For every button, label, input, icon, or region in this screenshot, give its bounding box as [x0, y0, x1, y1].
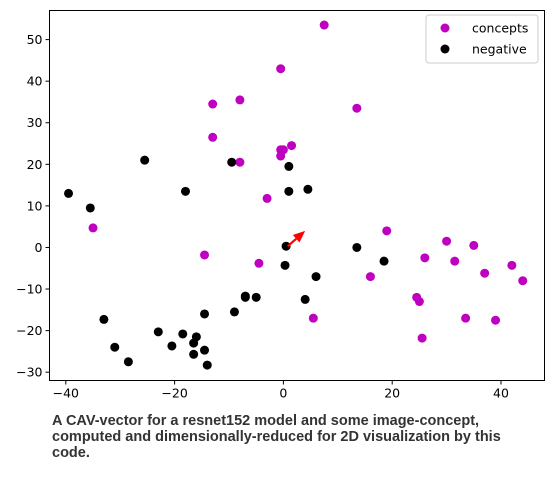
- point-concepts: [308, 313, 318, 323]
- point-negative: [200, 345, 210, 355]
- point-negative: [189, 338, 199, 348]
- point-negative: [284, 161, 294, 171]
- point-negative: [300, 294, 310, 304]
- point-concepts: [518, 276, 528, 286]
- y-tick-label: 40: [27, 74, 43, 89]
- y-tick-label: −30: [16, 365, 42, 380]
- x-tick-label: 40: [493, 386, 509, 401]
- point-concepts: [417, 333, 427, 343]
- point-negative: [99, 314, 109, 324]
- point-concepts: [469, 240, 479, 250]
- point-concepts: [235, 95, 245, 105]
- vector-shaft: [287, 237, 297, 248]
- x-tick-label: −40: [53, 386, 79, 401]
- x-tick-label: 20: [384, 386, 400, 401]
- caption-line-3: code.: [52, 445, 90, 461]
- point-concepts: [365, 272, 375, 282]
- point-concepts: [414, 297, 424, 307]
- point-negative: [123, 357, 133, 367]
- x-axis-ticks: −40 −20 0 20 40: [53, 380, 509, 401]
- point-negative: [110, 342, 120, 352]
- point-concepts: [208, 132, 218, 142]
- point-concepts: [208, 99, 218, 109]
- point-concepts: [507, 260, 517, 270]
- point-negative: [379, 256, 389, 266]
- cav-vector-arrow: [287, 230, 306, 248]
- legend-marker-concepts: [440, 23, 450, 33]
- y-tick-label: −10: [16, 282, 42, 297]
- y-tick-label: −20: [16, 323, 42, 338]
- legend-label-concepts: concepts: [472, 21, 528, 36]
- point-concepts: [254, 258, 264, 268]
- point-concepts: [200, 250, 210, 260]
- point-negative: [352, 242, 362, 252]
- point-negative: [178, 329, 188, 339]
- point-concepts: [235, 157, 245, 167]
- point-negative: [140, 155, 150, 165]
- point-concepts: [276, 151, 286, 161]
- point-negative: [200, 309, 210, 319]
- point-negative: [227, 157, 237, 167]
- point-negative: [202, 360, 212, 370]
- legend-marker-negative: [440, 44, 450, 54]
- point-concepts: [420, 253, 430, 263]
- point-negative: [229, 307, 239, 317]
- point-concepts: [352, 103, 362, 113]
- y-tick-label: 30: [27, 115, 43, 130]
- point-concepts: [450, 256, 460, 266]
- point-concepts: [461, 313, 471, 323]
- point-negative: [281, 241, 291, 251]
- caption-line-2: computed and dimensionally-reduced for 2…: [52, 429, 501, 445]
- point-negative: [280, 260, 290, 270]
- point-negative: [189, 349, 199, 359]
- data-points: [64, 20, 528, 370]
- vector-head: [292, 230, 306, 243]
- point-negative: [153, 327, 163, 337]
- point-negative: [251, 292, 261, 302]
- point-negative: [311, 272, 321, 282]
- x-tick-label: 0: [279, 386, 287, 401]
- scatter-chart: −40 −20 0 20 40 −30 −20 −10 0 10 20 30 40 50 concept…: [16, 10, 545, 401]
- point-negative: [180, 186, 190, 196]
- y-tick-label: 50: [27, 32, 43, 47]
- point-concepts: [480, 268, 490, 278]
- point-concepts: [276, 64, 286, 74]
- y-tick-label: 0: [35, 240, 43, 255]
- legend-label-negative: negative: [472, 42, 527, 57]
- point-negative: [167, 341, 177, 351]
- point-concepts: [491, 315, 501, 325]
- point-negative: [85, 203, 95, 213]
- legend: concepts negative: [425, 14, 539, 64]
- point-negative: [303, 184, 313, 194]
- x-tick-label: −20: [161, 386, 187, 401]
- point-negative: [284, 186, 294, 196]
- legend-frame: [425, 14, 539, 64]
- point-negative: [64, 188, 74, 198]
- y-tick-label: 10: [27, 198, 43, 213]
- figure-caption: A CAV-vector for a resnet152 model and s…: [52, 413, 552, 461]
- point-concepts: [262, 193, 272, 203]
- caption-line-1: A CAV-vector for a resnet152 model and s…: [52, 413, 480, 429]
- y-axis-ticks: −30 −20 −10 0 10 20 30 40 50: [16, 32, 50, 380]
- plot-area-frame: [49, 10, 545, 381]
- y-tick-label: 20: [27, 157, 43, 172]
- point-concepts: [382, 226, 392, 236]
- point-concepts: [88, 223, 98, 233]
- point-concepts: [287, 141, 297, 151]
- point-concepts: [442, 236, 452, 246]
- point-concepts: [319, 20, 329, 30]
- point-negative: [240, 292, 250, 302]
